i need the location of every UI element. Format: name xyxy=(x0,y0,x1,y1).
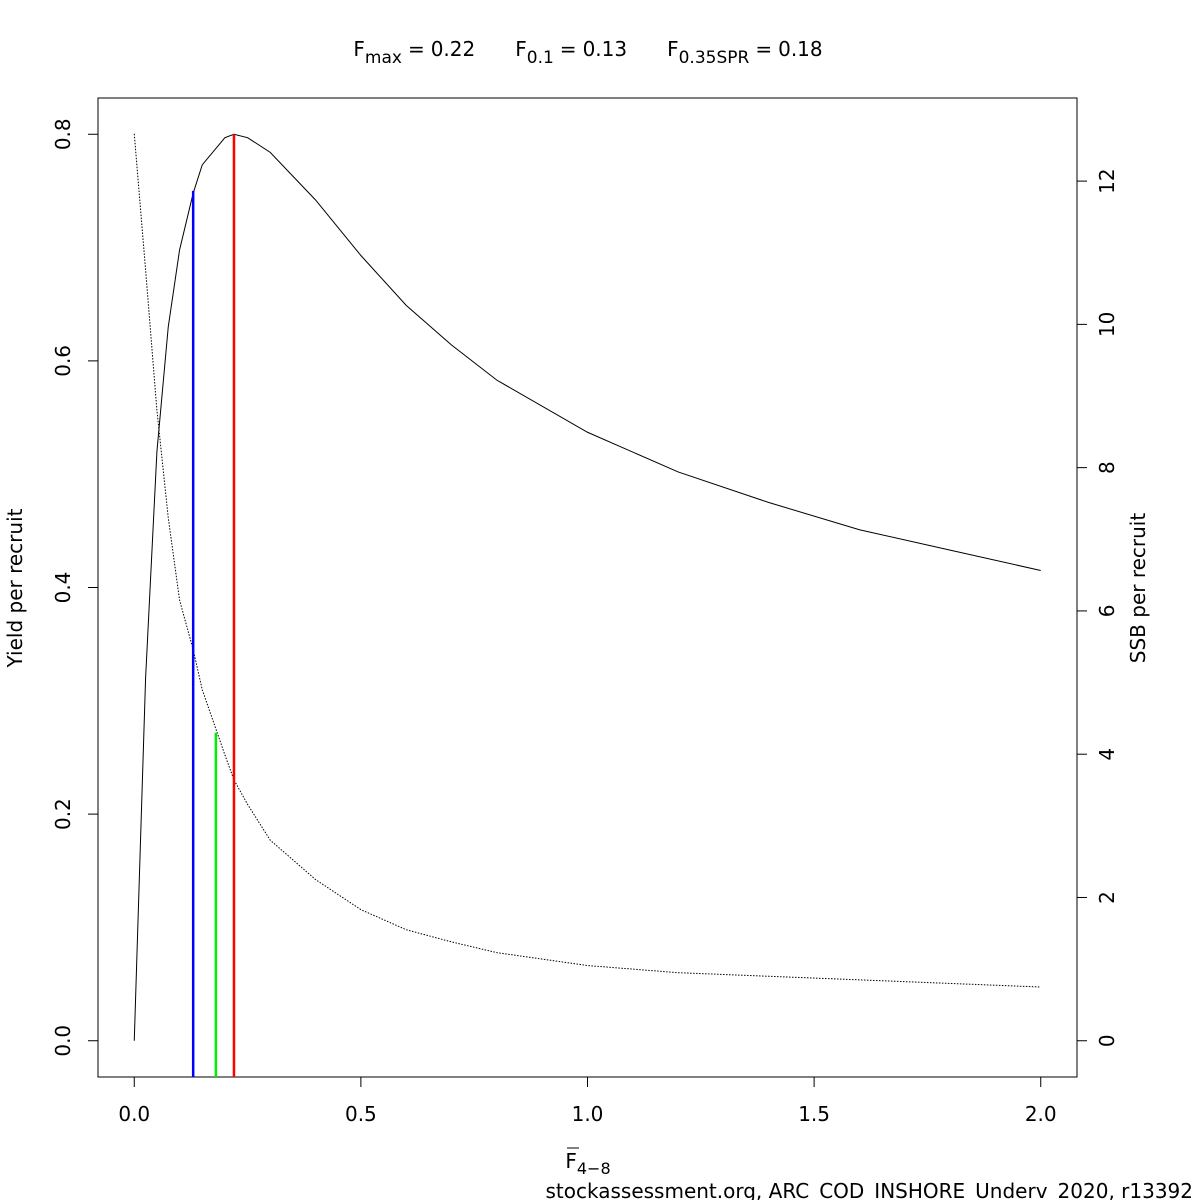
series-line xyxy=(133,133,1041,988)
title-relation: = xyxy=(560,37,577,61)
chart-title: Fmax = 0.22 F0.1 = 0.13 F0.35SPR = 0.18 xyxy=(353,37,822,68)
x-tick-label: 1.5 xyxy=(798,1102,830,1126)
y2-tick-label: 10 xyxy=(1095,312,1119,337)
y-tick-label: 0.0 xyxy=(51,1025,75,1057)
x-label-symbol: F xyxy=(565,1149,577,1173)
title-value: 0.18 xyxy=(778,37,823,61)
title-subscript: 0.1 xyxy=(527,48,554,68)
x-tick-label: 0.0 xyxy=(118,1102,150,1126)
y2-tick-label: 2 xyxy=(1095,891,1119,904)
y2-tick-label: 8 xyxy=(1095,461,1119,474)
y2-tick-label: 0 xyxy=(1095,1034,1119,1047)
footer: stockassessment.org, ARC_COD_INSHORE_Und… xyxy=(546,1179,1194,1200)
series-line xyxy=(133,133,1041,1041)
y-tick-label: 0.8 xyxy=(51,118,75,150)
plot-frame xyxy=(97,97,1078,1078)
y-axis-label: Yield per recruit xyxy=(3,508,27,668)
y-tick-label: 0.4 xyxy=(51,572,75,604)
x-tick-label: 1.0 xyxy=(572,1102,604,1126)
x-axis-label: F4−8 xyxy=(565,1149,610,1178)
y2-axis-label: SSB per recruit xyxy=(1126,513,1150,664)
title-symbol: F xyxy=(515,37,527,61)
y2-tick-label: 12 xyxy=(1095,168,1119,193)
title-subscript: 0.35SPR xyxy=(679,48,750,68)
title-relation: = xyxy=(408,37,425,61)
y-tick-label: 0.6 xyxy=(51,345,75,377)
title-subscript: max xyxy=(365,48,402,68)
title-value: 0.22 xyxy=(431,37,476,61)
x-tick-label: 2.0 xyxy=(1025,1102,1057,1126)
title-symbol: F xyxy=(353,37,365,61)
y2-tick-label: 6 xyxy=(1095,605,1119,618)
title-value: 0.13 xyxy=(583,37,628,61)
x-label-subscript: 4−8 xyxy=(577,1159,611,1178)
title-symbol: F xyxy=(667,37,679,61)
y2-tick-label: 4 xyxy=(1095,748,1119,761)
x-tick-label: 0.5 xyxy=(345,1102,377,1126)
y-tick-label: 0.2 xyxy=(51,798,75,830)
title-relation: = xyxy=(755,37,772,61)
